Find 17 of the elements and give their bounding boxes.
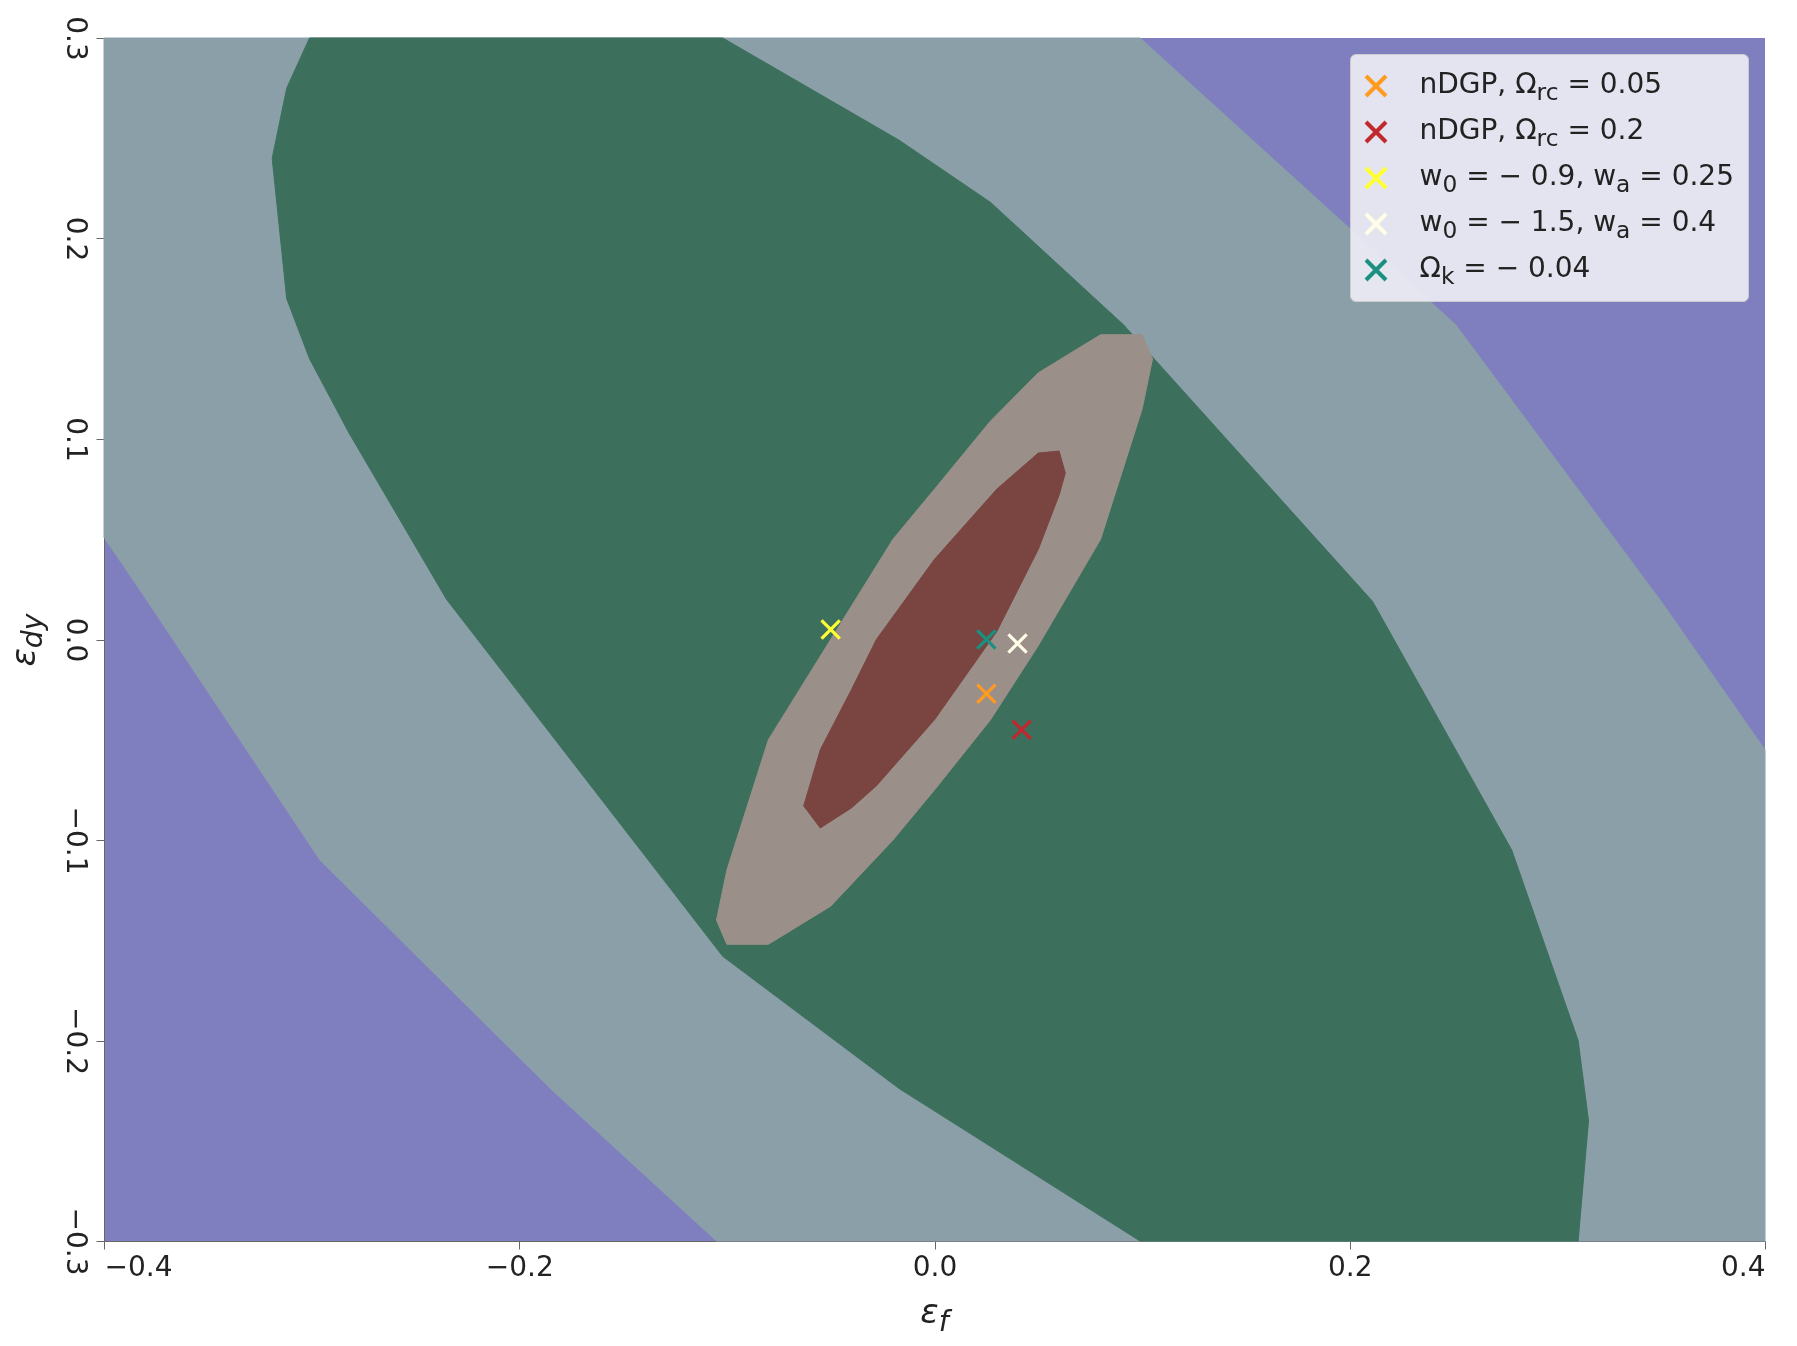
- x-tick-label: 0.2: [1327, 1249, 1373, 1283]
- x-tick-label: 0.4: [1720, 1249, 1766, 1283]
- legend-label: w$_{0}$ = − 1.5, w$_{a}$ = 0.4: [1419, 204, 1717, 244]
- x-tick-label: −0.4: [104, 1249, 173, 1283]
- legend-label: Ω$_{k}$ = − 0.04: [1419, 250, 1591, 290]
- legend-label: nDGP, Ω$_{rc}$ = 0.05: [1419, 66, 1663, 106]
- legend-label: nDGP, Ω$_{rc}$ = 0.2: [1419, 112, 1645, 152]
- x-tick-label: −0.2: [485, 1249, 554, 1283]
- y-tick-label: −0.3: [59, 1207, 93, 1276]
- y-tick-label: 0.2: [59, 216, 93, 262]
- y-tick-label: −0.2: [59, 1007, 93, 1075]
- y-tick-label: 0.1: [59, 417, 93, 462]
- x-tick-label: 0.0: [912, 1249, 958, 1283]
- legend-label: w$_{0}$ = − 0.9, w$_{a}$ = 0.25: [1419, 158, 1734, 198]
- y-tick-label: 0.0: [59, 617, 93, 663]
- y-tick-label: −0.1: [59, 806, 93, 875]
- y-tick-label: 0.3: [59, 16, 93, 61]
